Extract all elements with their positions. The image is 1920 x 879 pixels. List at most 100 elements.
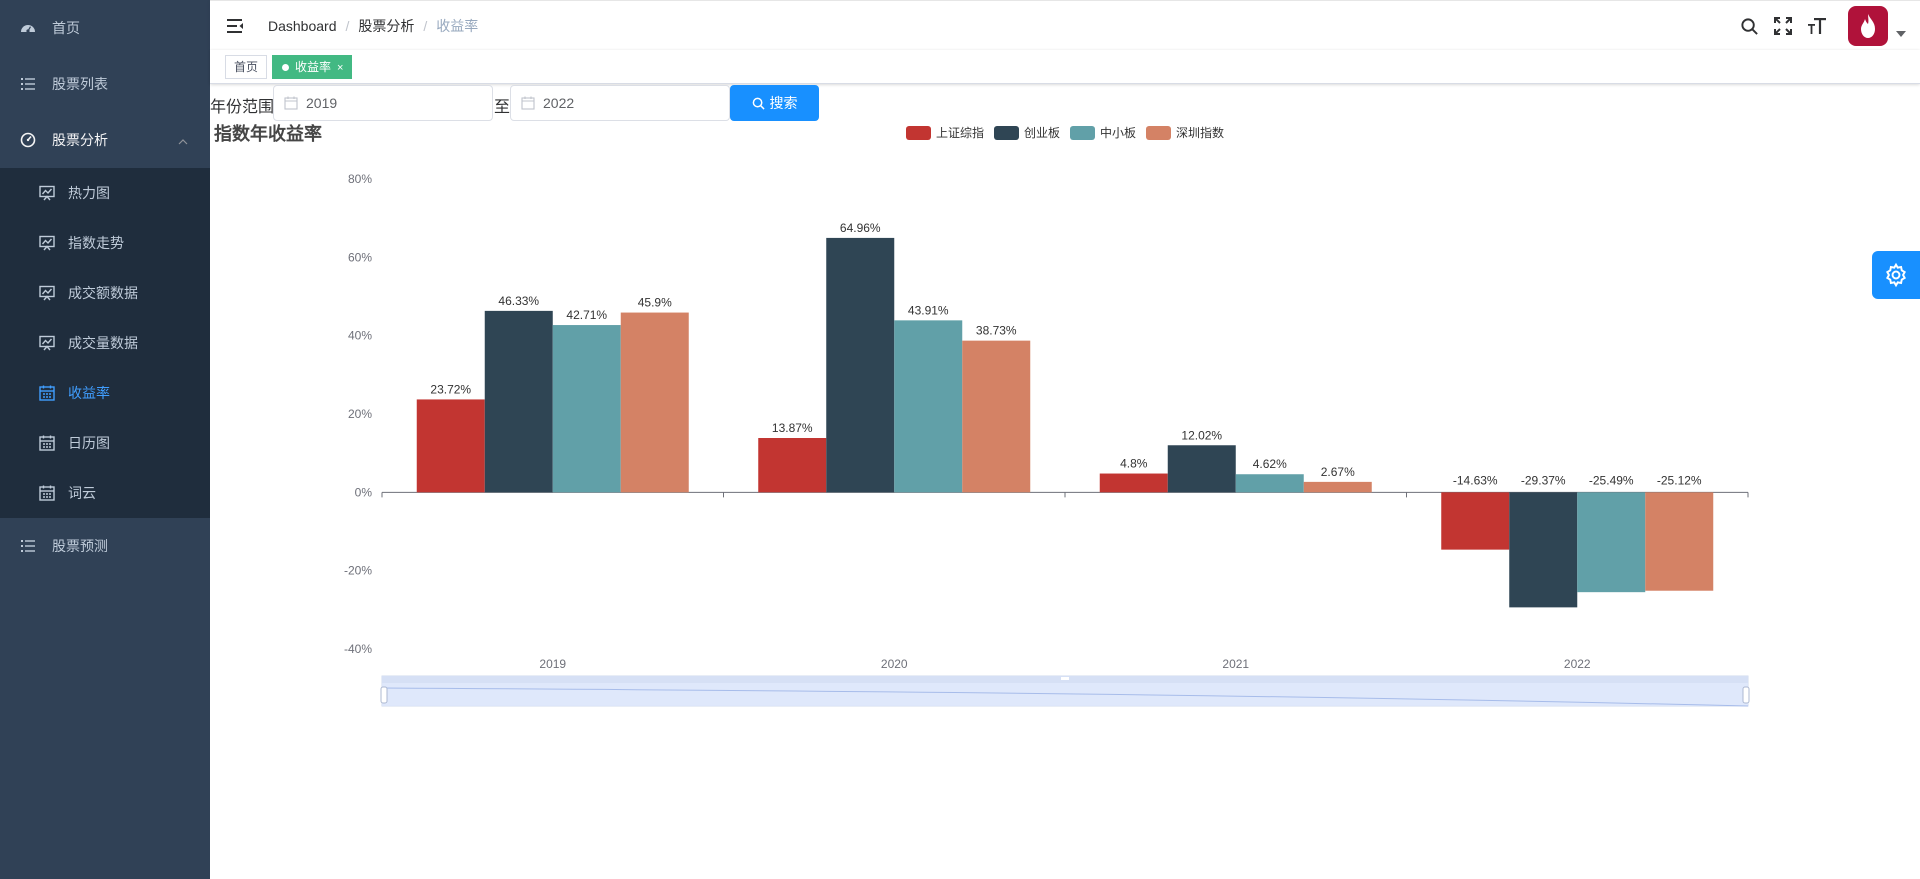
search-icon[interactable]: [1739, 16, 1759, 36]
y-tick-label: 0%: [355, 485, 373, 499]
list-icon: [20, 76, 36, 92]
sidebar-item-volume[interactable]: 成交量数据: [0, 318, 210, 368]
legend-item[interactable]: 创业板: [994, 126, 1060, 140]
breadcrumb-item-dashboard[interactable]: Dashboard: [268, 18, 337, 34]
sidebar-submenu-analysis: 热力图 指数走势 成交额数据 成交量数据 收益率: [0, 168, 210, 518]
sidebar-item-heatmap[interactable]: 热力图: [0, 168, 210, 218]
navbar-right-menu: [1732, 1, 1920, 51]
breadcrumb-separator: /: [345, 18, 350, 34]
breadcrumb-item-analysis[interactable]: 股票分析: [358, 18, 415, 34]
sidebar-item-home[interactable]: 首页: [0, 0, 210, 56]
sidebar-item-label: 股票分析: [52, 132, 108, 148]
sidebar-item-index-trend[interactable]: 指数走势: [0, 218, 210, 268]
legend-item[interactable]: 深圳指数: [1146, 125, 1224, 140]
bar: [826, 237, 895, 493]
end-year-picker[interactable]: [510, 85, 730, 121]
sidebar-item-stock-forecast[interactable]: 股票预测: [0, 518, 210, 574]
data-label: 13.87%: [772, 421, 813, 435]
breadcrumb-item-current: 收益率: [436, 18, 479, 34]
sidebar-item-return-rate[interactable]: 收益率: [0, 368, 210, 418]
x-tick-label: 2019: [539, 657, 566, 671]
data-label: 38.73%: [976, 324, 1017, 338]
sidebar-item-label: 词云: [68, 485, 96, 501]
tags-view: 首页 收益率 ×: [210, 50, 1920, 84]
bar: [758, 438, 827, 493]
data-label: 23.72%: [430, 382, 471, 396]
datazoom-move-handle: [1061, 677, 1069, 680]
end-year-input[interactable]: [543, 95, 703, 111]
datazoom-selected-area: [382, 683, 1748, 706]
search-button-label: 搜索: [769, 95, 798, 111]
bar: [1645, 492, 1714, 591]
y-tick-label: 80%: [348, 172, 372, 186]
data-label: 12.02%: [1181, 428, 1222, 442]
bar: [1509, 492, 1578, 608]
data-label: 42.71%: [566, 308, 607, 322]
chart-board-icon: [38, 184, 56, 202]
sidebar-item-label: 指数走势: [68, 235, 124, 251]
tag-return-rate[interactable]: 收益率 ×: [272, 55, 353, 79]
tag-label: 收益率: [295, 60, 332, 74]
legend-swatch: [1070, 126, 1095, 140]
legend-label: 中小板: [1100, 125, 1136, 140]
dashboard-icon: [20, 20, 36, 36]
legend-label: 创业板: [1024, 126, 1060, 140]
legend-item[interactable]: 中小板: [1070, 125, 1136, 140]
to-label: 至: [494, 99, 511, 116]
start-year-picker[interactable]: [273, 85, 493, 121]
bar: [416, 399, 485, 493]
legend-label: 深圳指数: [1176, 125, 1224, 140]
tag-label: 首页: [234, 60, 259, 74]
x-tick-label: 2021: [1222, 657, 1249, 671]
data-label: -25.49%: [1589, 473, 1634, 487]
chart-board-icon: [38, 284, 56, 302]
list-icon: [20, 538, 36, 554]
bar: [484, 310, 553, 493]
sidebar-item-calendar-chart[interactable]: 日历图: [0, 418, 210, 468]
navbar: Dashboard / 股票分析 / 收益率: [210, 0, 1920, 50]
data-label: -25.12%: [1657, 473, 1702, 487]
sidebar-item-label: 首页: [52, 20, 80, 36]
fullscreen-icon[interactable]: [1773, 16, 1793, 36]
close-icon[interactable]: ×: [337, 62, 344, 74]
data-label: 4.62%: [1253, 457, 1287, 471]
legend-swatch: [994, 126, 1019, 140]
search-button[interactable]: 搜索: [730, 85, 819, 121]
datazoom-data-shadow: [381, 687, 1749, 707]
avatar[interactable]: [1848, 6, 1888, 46]
legend-label: 上证综指: [936, 125, 984, 140]
settings-button[interactable]: [1872, 251, 1920, 299]
calendar-icon: [521, 96, 535, 110]
return-rate-chart: 指数年收益率 上证综指 创业板 中小板 深圳指数 -40% -20% 0% 20% 40% 60% 8…: [214, 123, 1750, 707]
search-icon: [752, 97, 765, 110]
legend-swatch: [1146, 126, 1171, 140]
breadcrumb: Dashboard / 股票分析 / 收益率: [268, 1, 478, 51]
caret-down-icon[interactable]: [1896, 27, 1906, 37]
sidebar-item-turnover[interactable]: 成交额数据: [0, 268, 210, 318]
y-tick-label: -20%: [344, 564, 372, 578]
bar: [1167, 445, 1236, 493]
data-label: 45.9%: [638, 296, 672, 310]
bar: [962, 340, 1031, 493]
hamburger-icon[interactable]: [226, 16, 246, 36]
sidebar-item-stock-analysis[interactable]: 股票分析: [0, 112, 210, 168]
sidebar-item-stock-list[interactable]: 股票列表: [0, 56, 210, 112]
legend-item[interactable]: 上证综指: [906, 125, 984, 140]
sidebar-item-wordcloud[interactable]: 词云: [0, 468, 210, 518]
chart-board-icon: [38, 334, 56, 352]
start-year-input[interactable]: [306, 95, 466, 111]
tag-home[interactable]: 首页: [225, 55, 268, 79]
x-tick-label: 2020: [881, 657, 908, 671]
sidebar-item-label: 成交额数据: [68, 285, 138, 301]
year-range-label: 年份范围: [210, 99, 275, 116]
bar: [552, 325, 621, 493]
data-label: -29.37%: [1521, 473, 1566, 487]
y-tick-label: 60%: [348, 250, 372, 264]
y-tick-label: 20%: [348, 407, 372, 421]
font-size-icon[interactable]: [1807, 16, 1827, 36]
sidebar-item-label: 收益率: [68, 385, 110, 401]
gear-icon: [1886, 262, 1906, 288]
gauge-icon: [20, 132, 36, 148]
sidebar-item-label: 股票列表: [52, 76, 108, 92]
data-label: 64.96%: [840, 221, 881, 235]
